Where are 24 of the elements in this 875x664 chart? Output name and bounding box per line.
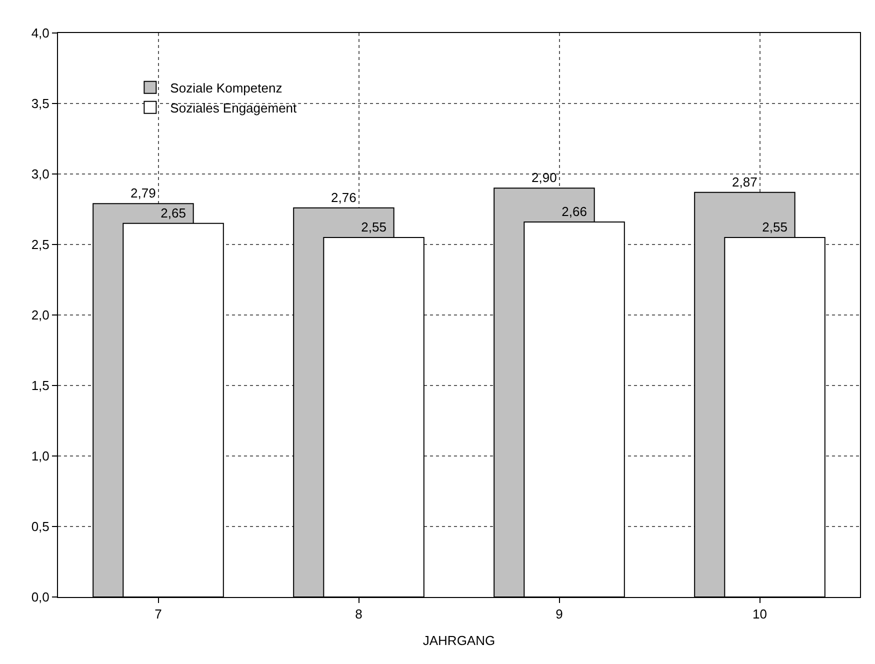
y-tick-label: 1,0 (31, 448, 50, 464)
data-label: 2,65 (160, 205, 186, 220)
y-tick-label: 2,5 (31, 237, 50, 252)
y-tick-label: 3,5 (31, 96, 50, 112)
data-label: 2,87 (732, 174, 758, 190)
x-tick-label: 9 (556, 606, 563, 622)
data-label: 2,55 (361, 219, 386, 234)
x-tick-label: 10 (752, 606, 767, 622)
data-label: 2,55 (762, 219, 788, 234)
y-tick-label: 2,0 (31, 308, 50, 323)
x-tick-label: 8 (355, 606, 362, 622)
x-axis-title: JAHRGANG (422, 633, 496, 648)
data-label: 2,66 (562, 204, 587, 219)
y-tick-label: 0,5 (31, 519, 50, 534)
legend-label: Soziale Kompetenz (170, 80, 282, 96)
data-label: 2,79 (130, 186, 156, 201)
data-label: 2,90 (532, 170, 557, 186)
data-label: 2,76 (331, 190, 356, 205)
y-tick-label: 3,0 (31, 166, 50, 182)
y-tick-label: 1,5 (31, 378, 50, 394)
x-tick-label: 7 (154, 606, 162, 622)
y-tick-label: 0,0 (31, 590, 50, 605)
y-tick-label: 4,0 (31, 26, 50, 41)
legend-label: Soziales Engagement (170, 100, 298, 116)
